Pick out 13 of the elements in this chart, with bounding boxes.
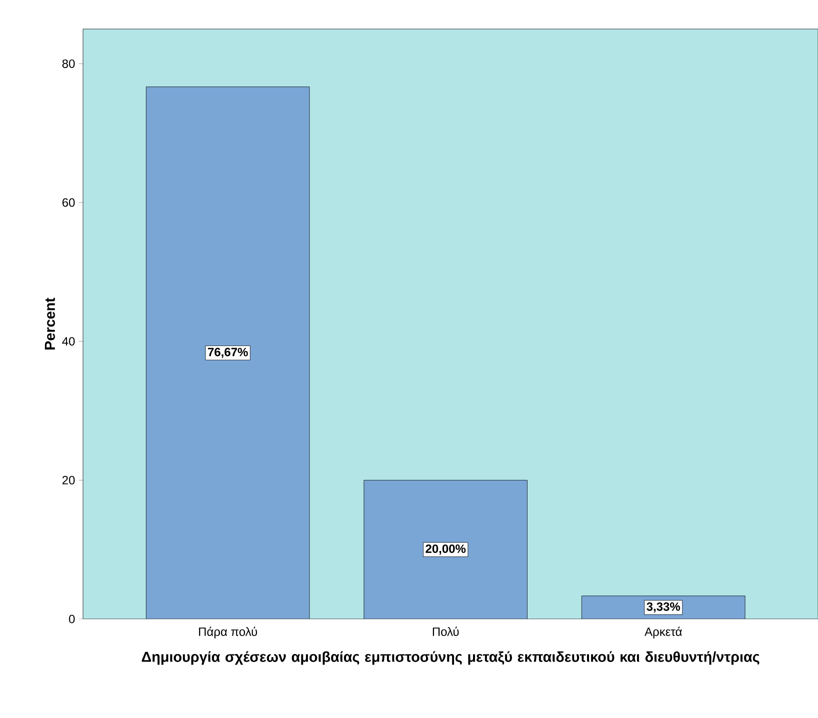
x-tick-label: Αρκετά — [644, 626, 682, 638]
data-label: 3,33% — [646, 602, 680, 613]
y-axis-title: Percent — [44, 298, 55, 350]
data-label: 76,67% — [208, 348, 248, 358]
x-axis-title: Δημιουργία σχέσεων αμοιβαίας εμπιστοσύνης μεταξύ εκπαιδευτικού και διευθυντή/ντριας — [142, 651, 760, 665]
y-tick-label: 60 — [62, 198, 75, 207]
y-tick-label: 80 — [62, 59, 75, 68]
data-label: 20,00% — [426, 544, 466, 555]
x-tick-label: Πολύ — [432, 626, 459, 636]
y-tick-label: 20 — [62, 476, 75, 484]
y-tick-label: 0 — [69, 614, 75, 624]
x-tick-label: Πάρα πολύ — [199, 626, 258, 638]
y-tick-label: 40 — [62, 337, 75, 346]
